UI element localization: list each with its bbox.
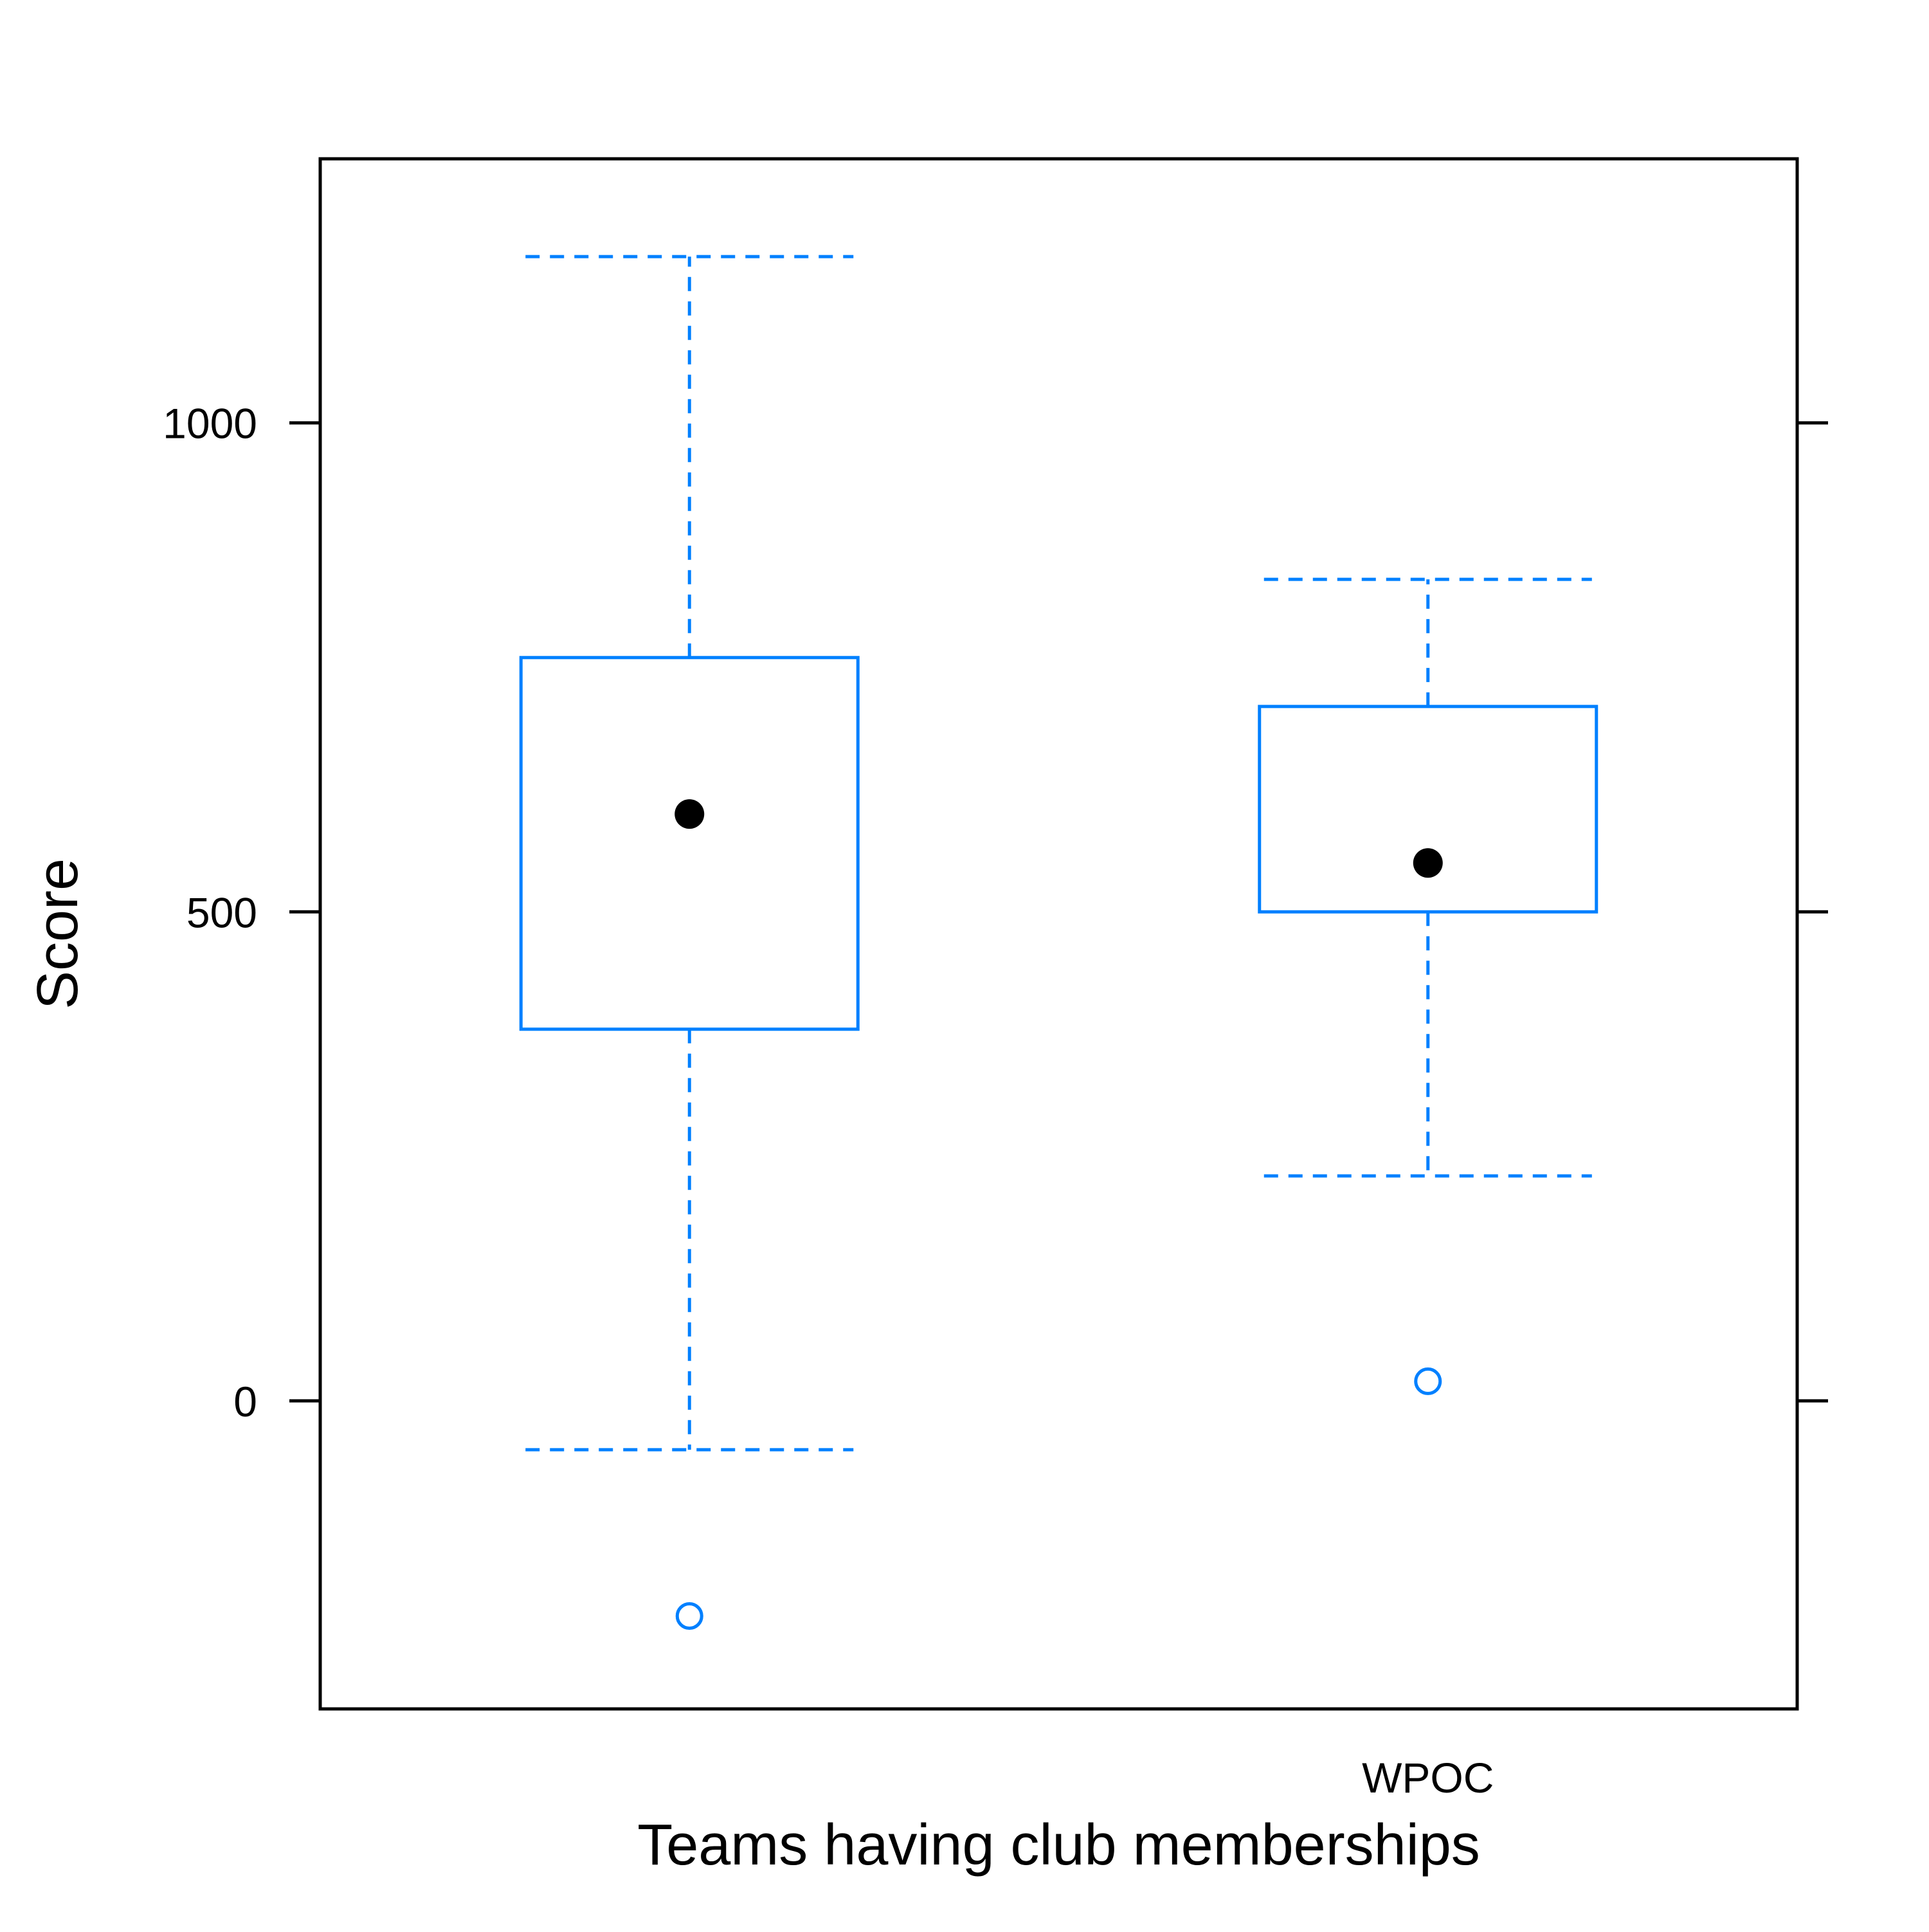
y-tick-label: 1000 <box>163 400 257 447</box>
plot-frame-layer <box>318 157 1799 1711</box>
y-tick-label: 500 <box>186 889 257 936</box>
y-axis-title: Score <box>26 858 90 1009</box>
x-axis: WPOC <box>1362 1754 1494 1801</box>
median-dot <box>1413 848 1443 878</box>
iqr-box <box>519 656 860 1031</box>
x-tick-label: WPOC <box>1362 1754 1494 1801</box>
box-group <box>1258 577 1598 1395</box>
box-group <box>519 255 860 1630</box>
outlier-point <box>675 1602 703 1630</box>
plot-frame <box>318 157 1799 1711</box>
y-tick-label: 0 <box>233 1378 257 1425</box>
median-dot <box>675 799 705 829</box>
boxes-layer <box>519 255 1598 1630</box>
iqr-box <box>1258 705 1598 914</box>
x-axis-title: Teams having club memberships <box>637 1813 1480 1877</box>
outlier-point <box>1414 1367 1442 1395</box>
y-axis: 0 500 1000 <box>163 400 1828 1425</box>
